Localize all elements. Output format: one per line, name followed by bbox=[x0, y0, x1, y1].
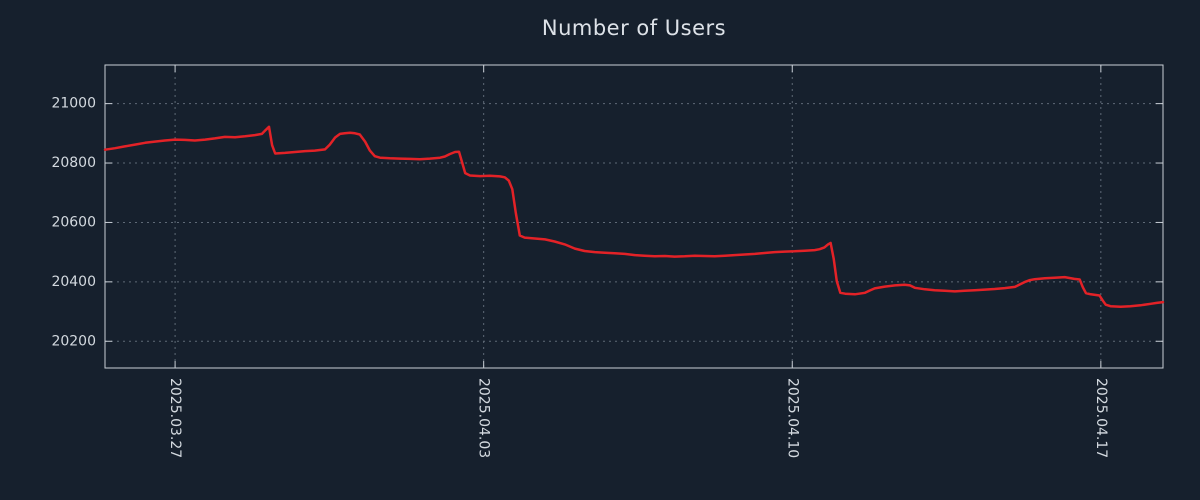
x-tick-label: 2025.04.03 bbox=[476, 378, 492, 458]
y-tick-label: 20800 bbox=[51, 155, 96, 171]
x-tick-label: 2025.04.10 bbox=[784, 378, 800, 458]
x-tick-label: 2025.03.27 bbox=[167, 378, 183, 458]
chart-title: Number of Users bbox=[541, 16, 727, 40]
y-tick-label: 21000 bbox=[51, 96, 96, 112]
y-tick-label: 20200 bbox=[51, 333, 96, 349]
y-tick-label: 20600 bbox=[51, 214, 96, 230]
x-tick-label: 2025.04.17 bbox=[1093, 378, 1109, 458]
plot-border bbox=[104, 64, 1164, 369]
y-tick-label: 20400 bbox=[51, 274, 96, 290]
series-line-number-of-users bbox=[103, 125, 1165, 309]
